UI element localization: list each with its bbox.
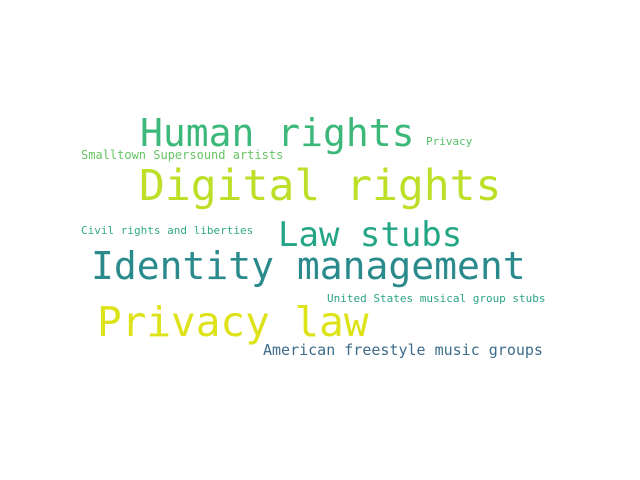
word-us-musical-group: United States musical group stubs (327, 292, 546, 305)
word-human-rights: Human rights (140, 111, 415, 155)
word-law-stubs: Law stubs (278, 215, 463, 255)
word-identity-management: Identity management (91, 244, 526, 288)
word-digital-rights: Digital rights (139, 161, 502, 211)
word-american-freestyle: American freestyle music groups (263, 341, 543, 359)
word-privacy: Privacy (426, 135, 473, 148)
word-smalltown-supersound: Smalltown Supersound artists (81, 148, 284, 162)
word-civil-rights: Civil rights and liberties (81, 224, 254, 237)
word-privacy-law: Privacy law (97, 298, 369, 346)
